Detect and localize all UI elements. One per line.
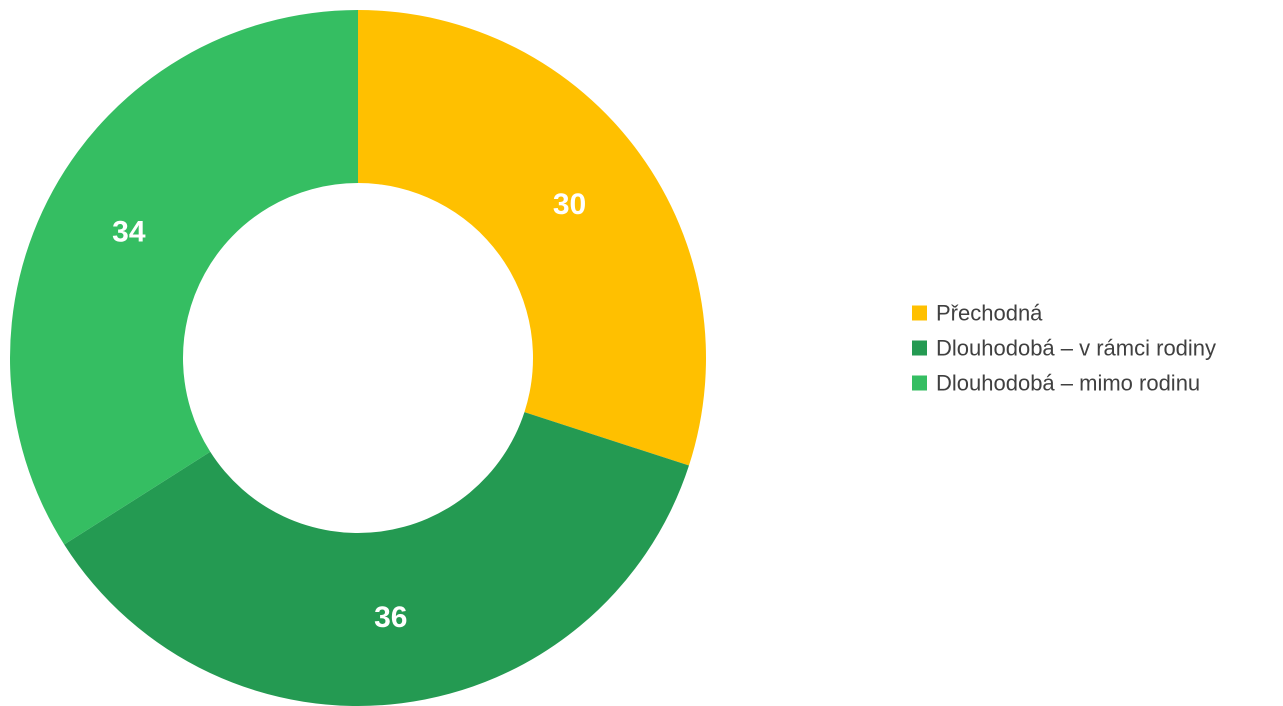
donut-slice — [358, 10, 706, 466]
legend-swatch — [912, 305, 927, 321]
data-label: 30 — [553, 188, 586, 221]
slices-group — [10, 10, 706, 706]
donut-slice — [10, 10, 359, 545]
data-label: 36 — [374, 601, 407, 634]
data-label: 34 — [112, 216, 146, 249]
legend-label: Dlouhodobá – v rámci rodiny — [936, 336, 1216, 361]
legend-label: Přechodná — [936, 301, 1043, 326]
data-labels-group: 30 36 34 — [112, 188, 586, 634]
legend-swatch — [912, 340, 927, 356]
donut-slice — [64, 412, 689, 706]
legend: Přechodná Dlouhodobá – v rámci rodiny Dlou… — [912, 301, 1216, 396]
legend-swatch — [912, 375, 927, 391]
legend-label: Dlouhodobá – mimo rodinu — [936, 371, 1200, 396]
